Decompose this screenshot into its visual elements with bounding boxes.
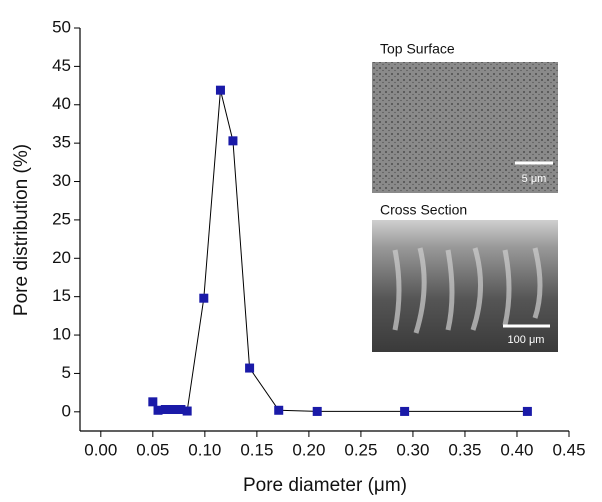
data-point [215,85,225,95]
x-tick-label: 0.45 [552,440,585,459]
data-point [168,405,178,415]
data-point [153,405,163,415]
data-point [148,397,158,407]
data-point [199,293,209,303]
cross-section-texture [392,247,543,334]
y-tick-label: 50 [52,17,71,36]
cross-section-image [372,220,558,352]
y-tick-label: 0 [62,401,71,420]
y-axis-label: Pore distribution (%) [11,144,32,316]
x-tick-label: 0.30 [396,440,429,459]
data-point [274,405,284,415]
y-tick-label: 5 [62,363,71,382]
y-tick-label: 25 [52,209,71,228]
x-tick-label: 0.15 [240,440,273,459]
y-tick-label: 15 [52,286,71,305]
x-axis-label: Pore diameter (μm) [243,475,407,496]
y-tick-label: 20 [52,248,71,267]
data-point [400,406,410,416]
data-point [245,363,255,373]
y-tick-label: 10 [52,325,71,344]
x-tick-label: 0.00 [84,440,117,459]
annotation: Top Surface [380,41,455,57]
data-point [228,136,238,146]
x-tick-label: 0.10 [188,440,221,459]
y-tick-label: 35 [52,133,71,152]
x-tick-label: 0.35 [448,440,481,459]
y-tick-label: 40 [52,94,71,113]
data-point [522,406,532,416]
x-tick-label: 0.05 [136,440,169,459]
annotation: Cross Section [380,202,467,218]
x-tick-label: 0.40 [500,440,533,459]
y-tick-label: 30 [52,171,71,190]
data-point [176,405,186,415]
data-point [160,405,170,415]
x-tick-label: 0.25 [344,440,377,459]
data-point [182,406,192,416]
y-tick-label: 45 [52,56,71,75]
data-point [312,406,322,416]
top-surface-image [372,62,558,193]
annotation: 100 μm [508,334,545,346]
x-tick-label: 0.20 [292,440,325,459]
annotation: 5 μm [522,173,547,185]
